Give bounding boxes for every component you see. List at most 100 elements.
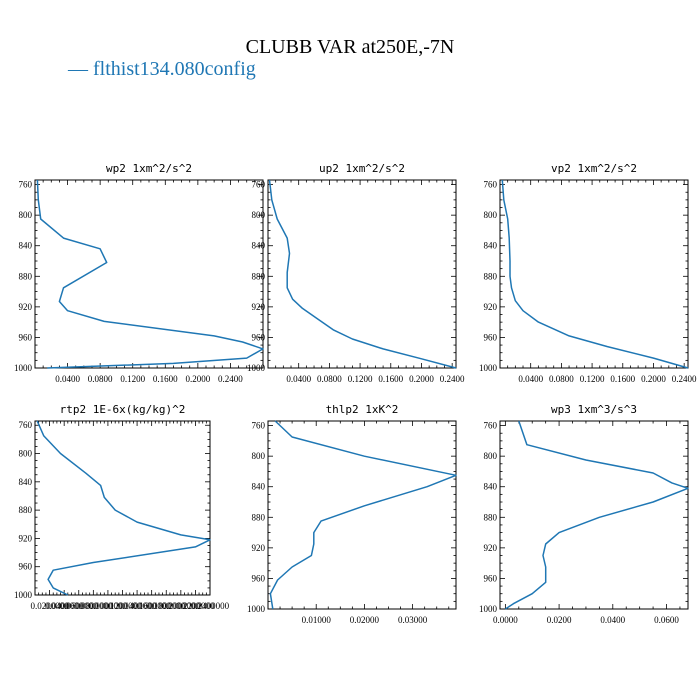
y-tick-label: 960 [252, 573, 266, 583]
series-line [36, 179, 264, 369]
x-tick-label: 0.1600 [153, 374, 178, 384]
subplot-title: thlp2 1xK^2 [326, 403, 399, 416]
x-tick-label: 0.01000 [302, 615, 332, 625]
y-tick-label: 1000 [14, 590, 33, 600]
y-tick-label: 1000 [14, 363, 33, 373]
subplot-title: wp2 1xm^2/s^2 [106, 162, 192, 175]
y-tick-label: 1000 [247, 604, 266, 614]
x-tick-label: 0.1600 [610, 374, 635, 384]
x-tick-label: 0.0400 [55, 374, 80, 384]
x-tick-label: 0.2400 [218, 374, 243, 384]
x-tick-label: 0.2000 [641, 374, 666, 384]
legend-line-symbol: — [68, 58, 88, 80]
subplot-1: wp2 1xm^2/s^2 760 800 840 880 920 960 1000 0.040… [14, 162, 264, 384]
y-tick-label: 840 [484, 241, 498, 251]
subplot-3: vp2 1xm^2/s^2 760 800 840 880 920 960 1000 0.040… [479, 162, 697, 384]
x-tick-label: 0.02000 [350, 615, 380, 625]
subplot-title: wp3 1xm^3/s^3 [551, 403, 637, 416]
subplot-5: thlp2 1xK^2 760 800 840 880 920 960 1000 0.01000… [247, 403, 457, 625]
plot-frame [499, 179, 689, 369]
figure-title: CLUBB VAR at250E,-7N [245, 36, 455, 58]
y-tick-label: 1000 [247, 363, 266, 373]
y-tick-label: 800 [19, 449, 33, 459]
y-tick-label: 920 [484, 543, 498, 553]
x-tick-label: 0.2200000 [176, 601, 215, 611]
x-tick-label: 0.0400000 [45, 601, 84, 611]
y-tick-label: 760 [484, 180, 498, 190]
y-tick-label: 960 [484, 573, 498, 583]
plot-frame [267, 179, 457, 369]
x-tick-label: 0.0400 [286, 374, 311, 384]
series-line [504, 420, 689, 610]
series-line [501, 179, 689, 369]
x-tick-label: 0.1200 [580, 374, 605, 384]
x-tick-label: 0.0200000 [30, 601, 69, 611]
x-tick-label: 0.1200 [120, 374, 145, 384]
y-tick-label: 1000 [479, 363, 498, 373]
series-line [269, 420, 457, 610]
x-tick-label: 0.1000000 [89, 601, 128, 611]
series-line [268, 179, 457, 369]
x-tick-label: 0.2000000 [162, 601, 201, 611]
x-tick-label: 0.0600 [654, 615, 679, 625]
subplot-title: up2 1xm^2/s^2 [319, 162, 405, 175]
x-tick-label: 0.0800000 [74, 601, 113, 611]
plot-frame [267, 420, 457, 610]
y-tick-label: 920 [252, 302, 266, 312]
y-tick-label: 880 [252, 512, 266, 522]
y-tick-label: 920 [484, 302, 498, 312]
subplot-title: vp2 1xm^2/s^2 [551, 162, 637, 175]
x-tick-label: 0.0000 [493, 615, 518, 625]
plot-frame [499, 420, 689, 610]
y-tick-label: 880 [484, 271, 498, 281]
y-tick-label: 920 [19, 533, 33, 543]
y-tick-label: 840 [19, 477, 33, 487]
x-tick-label: 0.1200 [348, 374, 373, 384]
y-tick-label: 880 [484, 512, 498, 522]
y-tick-label: 760 [19, 420, 33, 430]
x-tick-label: 0.0400 [518, 374, 543, 384]
x-tick-label: 0.0800 [549, 374, 574, 384]
y-tick-label: 760 [19, 180, 33, 190]
y-tick-label: 920 [19, 302, 33, 312]
y-tick-label: 800 [484, 451, 498, 461]
legend: — flthist134.080config [68, 58, 256, 81]
x-tick-label: 0.2400 [440, 374, 465, 384]
y-tick-label: 760 [252, 421, 266, 431]
y-tick-label: 960 [19, 562, 33, 572]
x-tick-label: 0.2000 [185, 374, 210, 384]
subplot-title: rtp2 1E-6x(kg/kg)^2 [60, 403, 186, 416]
y-tick-label: 760 [252, 180, 266, 190]
y-tick-label: 800 [252, 451, 266, 461]
y-tick-label: 840 [19, 241, 33, 251]
x-tick-label: 0.2000 [409, 374, 434, 384]
subplot-2: up2 1xm^2/s^2 760 800 840 880 920 960 1000 0.040… [247, 162, 465, 384]
y-tick-label: 800 [19, 210, 33, 220]
y-tick-label: 960 [252, 332, 266, 342]
x-tick-label: 0.1600000 [133, 601, 172, 611]
y-tick-label: 760 [484, 421, 498, 431]
x-tick-label: 0.0800 [317, 374, 342, 384]
x-tick-label: 0.1800000 [147, 601, 186, 611]
y-tick-label: 880 [19, 271, 33, 281]
y-tick-label: 800 [252, 210, 266, 220]
y-tick-label: 880 [19, 505, 33, 515]
y-tick-label: 840 [252, 241, 266, 251]
x-tick-label: 0.0600000 [60, 601, 99, 611]
series-line [36, 420, 211, 596]
x-tick-label: 0.1600 [378, 374, 403, 384]
y-tick-label: 840 [484, 482, 498, 492]
x-tick-label: 0.0400 [600, 615, 625, 625]
y-tick-label: 1000 [479, 604, 498, 614]
y-tick-label: 920 [252, 543, 266, 553]
x-tick-label: 0.1200000 [103, 601, 142, 611]
y-tick-label: 960 [19, 332, 33, 342]
x-tick-label: 0.2400000 [191, 601, 230, 611]
y-tick-label: 880 [252, 271, 266, 281]
subplot-4: rtp2 1E-6x(kg/kg)^2 760 800 840 880 920 960 100… [14, 403, 230, 611]
legend-label: flthist134.080config [93, 58, 256, 80]
x-tick-label: 0.0800 [88, 374, 113, 384]
x-tick-label: 0.1400000 [118, 601, 157, 611]
subplot-6: wp3 1xm^3/s^3 760 800 840 880 920 960 10000.000… [479, 403, 689, 625]
